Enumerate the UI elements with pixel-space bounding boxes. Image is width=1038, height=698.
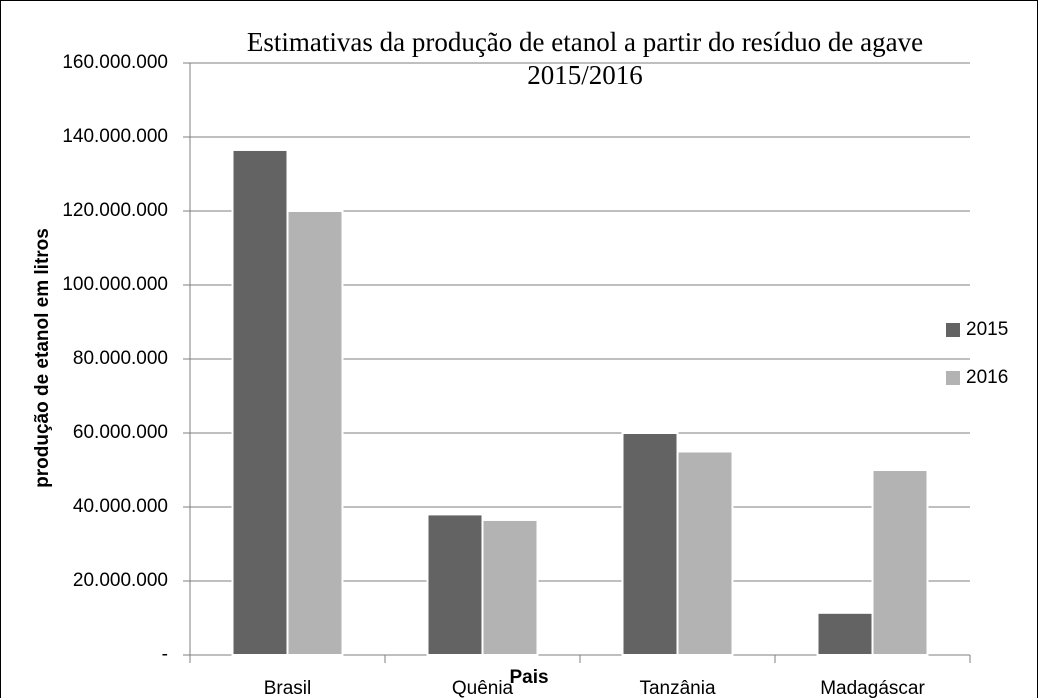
x-tick-label: Madagáscar xyxy=(820,678,925,698)
y-tick-label: 100.000.000 xyxy=(62,274,168,295)
y-tick-label: 40.000.000 xyxy=(73,496,168,517)
bar xyxy=(286,210,344,656)
y-tick-label: 120.000.000 xyxy=(62,200,168,221)
chart-title: 2015/2016 xyxy=(527,60,643,90)
y-tick-label: 140.000.000 xyxy=(62,126,168,147)
x-tick-label: Quênia xyxy=(452,678,514,698)
legend-swatch xyxy=(946,323,960,337)
legend-label: 2016 xyxy=(966,367,1008,388)
x-tick-label: Tanzânia xyxy=(639,678,715,698)
y-tick-label: - xyxy=(162,644,168,665)
bar xyxy=(871,469,929,656)
x-axis-label: Pais xyxy=(509,667,548,688)
y-tick-label: 20.000.000 xyxy=(73,570,168,591)
bar xyxy=(676,450,734,656)
y-tick-label: 80.000.000 xyxy=(73,348,168,369)
y-tick-label: 60.000.000 xyxy=(73,422,168,443)
bar xyxy=(426,513,484,657)
y-axis-label: produção de etanol em litros xyxy=(32,228,53,488)
bar xyxy=(621,432,679,656)
bar xyxy=(231,148,289,656)
bar xyxy=(481,518,539,657)
chart-title: Estimativas da produção de etanol a part… xyxy=(247,27,923,57)
legend-swatch xyxy=(946,371,960,385)
bar xyxy=(816,611,874,657)
y-tick-label: 160.000.000 xyxy=(62,52,168,73)
legend-label: 2015 xyxy=(966,319,1008,340)
x-tick-label: Brasil xyxy=(264,678,312,698)
